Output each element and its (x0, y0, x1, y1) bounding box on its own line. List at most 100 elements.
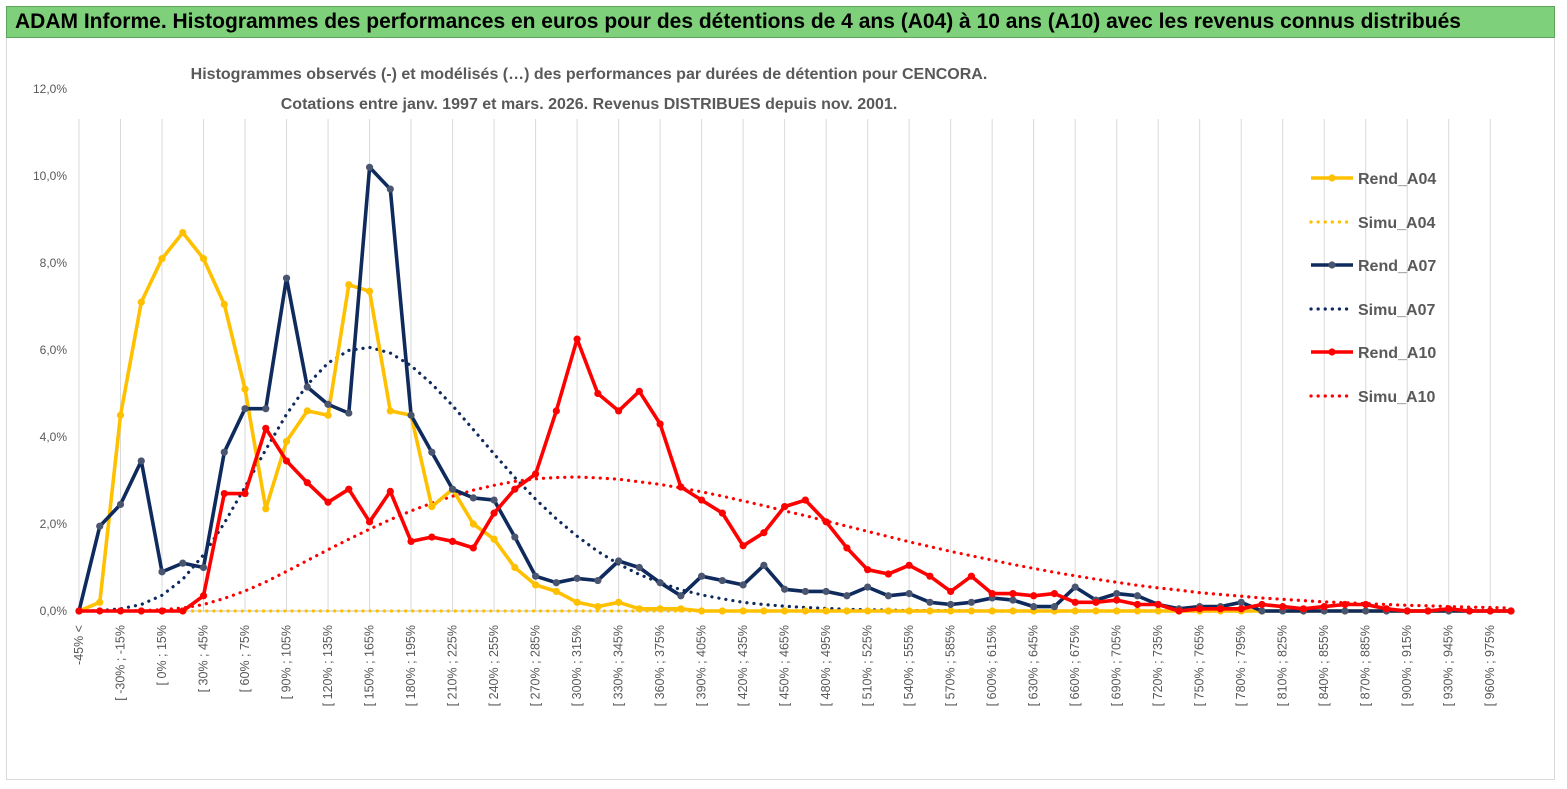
rend-a04-point (1092, 607, 1100, 615)
rend-a10-point (407, 537, 415, 546)
rend-a04-point (158, 255, 166, 263)
rend-a07-point (303, 383, 311, 391)
y-tick-label: 6,0% (40, 343, 68, 357)
rend-a04-point (656, 605, 664, 613)
rend-a10-point (614, 407, 623, 415)
rend-a07-point (698, 572, 706, 580)
rend-a07-point (262, 405, 270, 413)
legend-label-simu-a07: Simu_A07 (1358, 302, 1435, 319)
rend-a07-point (635, 563, 643, 572)
rend-a04-point (1154, 607, 1162, 615)
rend-a04-point (262, 505, 270, 513)
rend-a04-point (1113, 607, 1121, 615)
rend-a04-point (843, 607, 851, 615)
rend-a10-point (573, 335, 581, 343)
rend-a07-point (282, 274, 291, 282)
x-tick-label: [ 330% ; 345% (612, 625, 626, 706)
x-tick-label: [ 900% ; 915% (1400, 625, 1414, 706)
rend-a07-point (822, 587, 830, 596)
rend-a10-point (220, 489, 228, 498)
histogram-chart: 0,0% 2,0% 4,0% 6,0% 8,0% 10,0% 12,0% -45% < [ -… (7, 38, 1554, 779)
rend-a10-point (1445, 605, 1453, 613)
x-tick-label: [ 510% ; 525% (861, 625, 875, 706)
rend-a07-point (137, 457, 145, 465)
rend-a07-point (220, 448, 228, 456)
x-tick-label: [ 870% ; 885% (1359, 625, 1373, 706)
rend-a10-point (116, 607, 125, 615)
rend-a07-point (760, 561, 768, 569)
x-tick-label: [ 180% ; 195% (404, 625, 418, 706)
rend-a10-point (1092, 598, 1100, 606)
rend-a07-point (1009, 596, 1017, 604)
rend-a10-point (1258, 600, 1266, 609)
rend-a04-point (926, 607, 934, 615)
rend-a10-point (1382, 605, 1391, 613)
legend-label-rend-a10: Rend_A10 (1358, 345, 1436, 362)
rend-a10-point (96, 607, 104, 615)
rend-a04-point (96, 598, 104, 606)
rend-a07-point (116, 500, 125, 509)
chart-legend: Rend_A04 Simu_A04 Rend_A07 Simu_A07 Rend_A10… (1309, 171, 1436, 406)
x-tick-label: [ 450% ; 465% (778, 625, 792, 706)
rend-a10-point (158, 607, 166, 615)
rend-a07-point (739, 581, 747, 589)
rend-a10-line (79, 337, 1511, 613)
rend-a07-point (199, 563, 208, 572)
y-tick-label: 4,0% (40, 430, 68, 444)
rend-a04-point (677, 605, 685, 613)
rend-a07-point (490, 496, 498, 504)
rend-a04-point (947, 607, 955, 615)
rend-a04-point (760, 607, 768, 615)
legend-marker-rend-a07 (1328, 261, 1336, 269)
rend-a10-point (864, 566, 872, 574)
rend-a10-point (677, 483, 685, 491)
x-tick-label: [ 60% ; 75% (238, 625, 252, 692)
rend-a10-point (1009, 590, 1017, 598)
rend-a07-point (843, 592, 851, 600)
rend-a04-point (905, 607, 913, 615)
rend-a07-point (96, 522, 104, 530)
x-tick-label: [ 840% ; 855% (1317, 625, 1331, 706)
rend-a10-point (1362, 600, 1370, 609)
rend-a10-point (1424, 607, 1432, 615)
rend-a04-point (1009, 607, 1017, 615)
rend-a10-point (1154, 600, 1162, 609)
rend-a10-point (1279, 603, 1287, 611)
x-tick-label: [ 750% ; 765% (1193, 625, 1207, 706)
rend-a10-point (531, 470, 540, 478)
rend-a10-point (760, 529, 768, 537)
rend-a07-point (926, 598, 934, 606)
rend-a04-point (365, 287, 374, 295)
rend-a10-point (656, 420, 664, 428)
x-tick-label: [ 960% ; 975% (1483, 625, 1497, 706)
rend-a10-point (947, 587, 955, 596)
x-tick-label: [ 120% ; 135% (321, 625, 335, 706)
rend-a07-point (614, 557, 623, 565)
rend-a04-point (137, 298, 145, 306)
rend-a04-point (511, 563, 519, 572)
rend-a04-point (428, 503, 436, 511)
rend-a10-point (1486, 607, 1494, 615)
rend-a07-point (365, 163, 374, 171)
rend-a07-point (407, 411, 415, 419)
chart-frame: 0,0% 2,0% 4,0% 6,0% 8,0% 10,0% 12,0% -45% < [ -… (6, 38, 1555, 780)
rend-a07-line (77, 165, 1511, 613)
series-layer (75, 163, 1515, 615)
x-tick-label: [ 240% ; 255% (487, 625, 501, 706)
x-axis-ticks: -45% < [ -30% ; -15% [ 0% ; 15% [ 30% ; 45%… (72, 625, 1497, 706)
rend-a10-point (365, 518, 374, 526)
rend-a10-point (1030, 592, 1038, 600)
rend-a10-point (1216, 605, 1225, 613)
rend-a10-point (1237, 605, 1245, 613)
rend-a10-point (448, 537, 457, 546)
chart-title-line1: Histogrammes observés (-) et modélisés (… (191, 66, 988, 83)
rend-a07-point (1050, 603, 1059, 611)
rend-a10-point (303, 479, 311, 487)
rend-a10-point (324, 498, 332, 506)
rend-a07-point (531, 572, 540, 580)
x-tick-label: [ 0% ; 15% (155, 625, 169, 685)
rend-a04-point (179, 228, 187, 237)
x-tick-label: [ 780% ; 795% (1234, 625, 1248, 706)
legend-marker-rend-a04 (1328, 174, 1336, 182)
rend-a10-point (179, 607, 187, 615)
